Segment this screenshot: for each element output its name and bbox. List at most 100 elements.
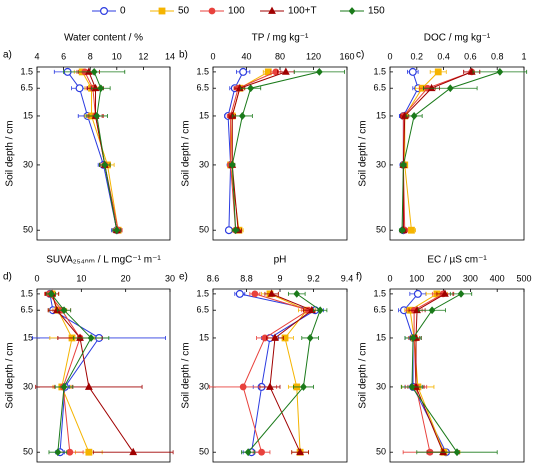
legend-label: 0 [120,6,126,17]
y-tick-label: 1.5 [373,288,386,298]
marker [408,67,417,76]
y-tick-label: 30 [376,381,386,391]
y-tick-label: 15 [199,332,209,342]
marker [266,382,274,390]
y-tick-label: 1.5 [20,66,33,76]
x-tick-label: 120 [306,51,321,61]
legend-label: 50 [178,6,190,17]
marker [410,112,418,120]
x-axis-label: DOC / mg kg⁻¹ [424,33,491,44]
y-tick-label: 50 [376,447,386,457]
series [53,67,123,235]
plot-frame [36,66,171,241]
series-line [247,293,321,453]
marker [400,161,407,169]
marker [54,448,62,457]
y-tick-label: 30 [199,159,209,169]
marker [113,226,121,235]
x-tick-label: 500 [516,273,531,283]
y-tick-label: 1.5 [373,66,386,76]
marker [239,67,248,76]
marker [467,67,476,75]
y-axis-label: Soil depth / cm [358,342,369,408]
marker [296,447,304,456]
y-tick-label: 30 [376,159,386,169]
x-axis-label: TP / mg kg⁻¹ [252,33,309,44]
x-tick-label: 300 [463,273,478,283]
marker [439,447,447,456]
marker [315,67,323,76]
series-line [49,293,100,453]
marker [238,112,246,120]
x-tick-label: 9.2 [307,273,320,283]
marker [457,289,465,298]
x-tick-label: 0 [34,273,39,283]
marker [129,447,138,456]
marker [232,226,240,235]
y-tick-label: 1.5 [196,288,209,298]
y-tick-label: 50 [23,225,33,235]
y-tick-label: 50 [199,447,209,457]
x-tick-label: 200 [436,273,451,283]
y-tick-label: 6.5 [196,83,209,93]
series [44,290,103,456]
series-line [402,71,419,231]
plot-frame [389,66,525,241]
marker [235,289,244,298]
legend-marker [268,6,276,14]
x-tick-label: 20 [121,273,131,283]
x-tick-label: 8.6 [207,273,220,283]
plot-frame [212,288,348,463]
panel-label: e) [179,272,188,283]
marker [453,448,461,457]
series [234,289,324,457]
marker [101,161,109,169]
x-tick-label: 30 [165,273,175,283]
x-tick-label: 100 [409,273,424,283]
legend-marker [99,6,108,16]
series [63,67,126,235]
panel-label: a) [3,50,12,61]
series [209,290,316,456]
series-line [411,293,462,453]
y-tick-label: 50 [376,225,386,235]
x-tick-label: 0 [210,51,215,61]
y-tick-label: 6.5 [373,83,386,93]
marker [496,67,504,76]
series-line [50,293,92,453]
marker [66,448,74,456]
series-line [413,293,444,453]
marker [409,334,417,342]
marker [84,67,93,75]
marker [271,333,279,341]
marker [258,448,265,456]
x-axis-label: pH [274,255,287,266]
series-line [231,71,287,231]
y-tick-label: 30 [199,381,209,391]
marker [300,383,307,391]
marker [97,84,105,93]
series [32,289,166,457]
x-tick-label: 80 [275,51,285,61]
marker [84,382,93,390]
x-tick-label: 14 [165,51,175,61]
marker [87,334,95,342]
x-tick-label: 0.4 [437,51,450,61]
marker [408,383,416,391]
series [400,68,481,234]
series [228,67,345,235]
marker [398,226,406,235]
legend-marker [158,7,166,15]
series [401,290,461,456]
x-tick-label: 8.8 [240,273,253,283]
marker [76,333,84,341]
series [400,289,498,457]
y-axis-label: Soil depth / cm [5,120,16,186]
marker [247,84,255,93]
marker [264,68,272,76]
series [46,289,110,457]
marker [75,84,84,93]
legend-label: 150 [368,6,385,17]
y-tick-label: 1.5 [20,288,33,298]
